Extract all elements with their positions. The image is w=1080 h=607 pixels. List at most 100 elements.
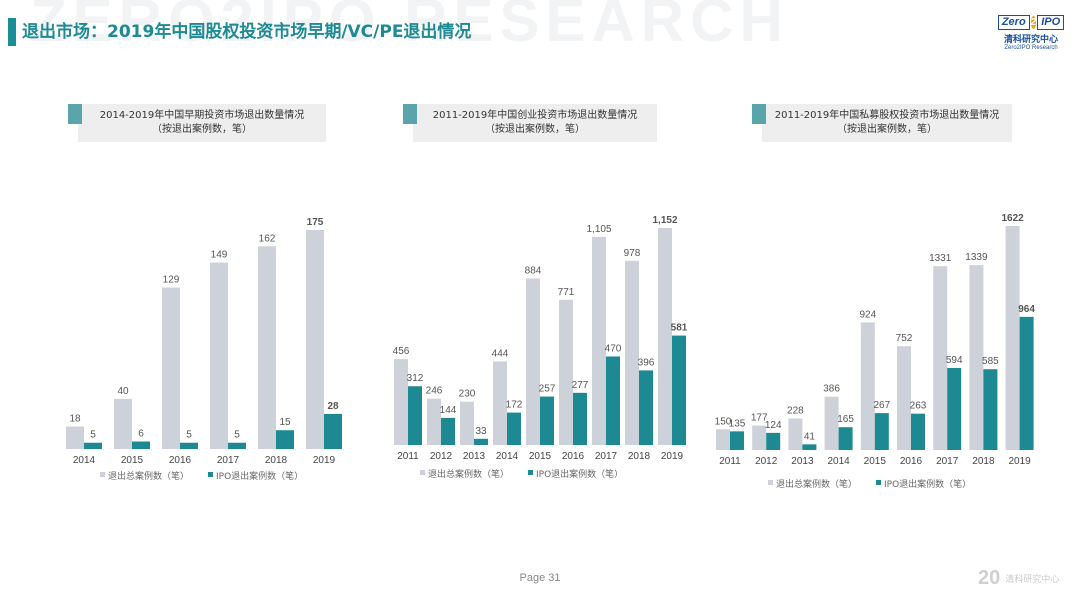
label-total-2013: 230	[459, 389, 476, 400]
label-ipo-2014: 5	[90, 430, 96, 441]
tick-2017: 2017	[936, 456, 959, 467]
tick-2019: 2019	[1008, 456, 1031, 467]
tick-2014: 2014	[827, 456, 850, 467]
bar-total-2016	[559, 299, 573, 445]
tick-2019: 2019	[661, 451, 684, 462]
label-ipo-2012: 144	[440, 405, 457, 416]
label-ipo-2015: 267	[873, 400, 890, 411]
footer-logo-mark: 20	[978, 567, 1001, 589]
legend-label-total: 退出总案例数（笔）	[428, 468, 509, 480]
bar-ipo-2017	[228, 442, 246, 449]
bar-ipo-2014	[507, 412, 521, 445]
label-ipo-2017: 594	[946, 355, 963, 366]
label-ipo-2011: 135	[729, 418, 746, 429]
bar-total-2015	[114, 398, 132, 449]
tick-2011: 2011	[397, 451, 419, 462]
bar-ipo-2011	[730, 431, 744, 450]
label-ipo-2013: 33	[475, 426, 487, 437]
label-ipo-2012: 124	[765, 420, 782, 431]
label-ipo-2016: 277	[572, 380, 589, 391]
tick-2014: 2014	[496, 451, 519, 462]
legend-swatch-ipo	[528, 470, 533, 475]
bar-total-2015	[860, 322, 875, 450]
label-total-2016: 129	[163, 275, 180, 286]
bar-ipo-2019	[324, 413, 342, 449]
label-total-2014: 18	[69, 413, 81, 424]
legend-label-ipo: IPO退出案例数（笔）	[216, 470, 303, 482]
label-total-2017: 1331	[929, 253, 952, 264]
legend-swatch-total	[100, 472, 105, 477]
label-total-2016: 752	[896, 333, 913, 344]
bar-total-2011	[716, 429, 730, 450]
label-ipo-2018: 15	[279, 417, 291, 428]
bar-ipo-2015	[132, 441, 150, 449]
chart2-vc-exits: 456 312 2011 246 144 2012 230 33 2013 444 172 2014 8…	[393, 215, 688, 480]
tick-2017: 2017	[217, 455, 240, 466]
bar-total-2014	[66, 426, 84, 449]
label-total-2014: 444	[492, 348, 509, 359]
background-watermark: ZERO2IPO RESEARCH	[30, 0, 789, 54]
label-total-2018: 1339	[965, 252, 988, 263]
tick-2015: 2015	[864, 456, 887, 467]
label-total-2011: 456	[393, 346, 410, 357]
bar-ipo-2018	[983, 369, 998, 450]
bar-total-2011	[394, 359, 408, 445]
label-ipo-2016: 5	[186, 430, 192, 441]
label-total-2016: 771	[558, 287, 575, 298]
label-ipo-2019: 28	[327, 401, 339, 412]
tick-2015: 2015	[121, 455, 144, 466]
label-total-2011: 150	[715, 416, 732, 427]
label-ipo-2017: 470	[605, 343, 622, 354]
bar-total-2013	[460, 401, 474, 445]
label-total-2017: 1,105	[586, 224, 611, 235]
bar-ipo-2016	[911, 413, 925, 450]
bar-total-2017	[933, 266, 948, 450]
label-total-2012: 177	[751, 413, 768, 424]
label-total-2018: 162	[259, 233, 276, 244]
bar-total-2012	[427, 398, 441, 445]
label-total-2017: 149	[211, 250, 228, 261]
bar-total-2019	[306, 230, 324, 449]
tick-2016: 2016	[900, 456, 923, 467]
chart1-title-marker	[68, 104, 82, 124]
label-total-2015: 884	[525, 265, 542, 276]
label-ipo-2013: 41	[804, 431, 816, 442]
tick-2012: 2012	[755, 456, 778, 467]
label-total-2015: 924	[859, 309, 876, 320]
label-total-2014: 386	[823, 384, 840, 395]
tick-2013: 2013	[791, 456, 814, 467]
legend-swatch-total	[768, 480, 773, 485]
chart1-title-box: 2014-2019年中国早期投资市场退出数量情况 （按退出案例数，笔）	[68, 104, 326, 142]
bar-ipo-2015	[874, 413, 889, 450]
legend-label-total: 退出总案例数（笔）	[108, 470, 189, 482]
bar-ipo-2015	[540, 396, 554, 445]
label-total-2019: 1622	[1001, 213, 1024, 224]
bar-total-2016	[162, 287, 180, 449]
logo-mark-left: Zero	[997, 14, 1030, 30]
chart1-early-stage-exits: 18 5 2014 40 6 2015 129 5 2016 149 5 2017 162 15 2018 1…	[66, 217, 342, 482]
label-ipo-2019: 964	[1018, 304, 1035, 315]
bar-total-2015	[526, 278, 540, 445]
tick-2018: 2018	[972, 456, 995, 467]
bar-ipo-2012	[441, 417, 455, 445]
tick-2014: 2014	[73, 455, 96, 466]
tick-2017: 2017	[595, 451, 618, 462]
legend-swatch-total	[420, 470, 425, 475]
label-ipo-2019: 581	[671, 323, 688, 334]
tick-2016: 2016	[169, 455, 192, 466]
label-ipo-2018: 396	[638, 357, 655, 368]
chart3-title-marker	[752, 104, 766, 124]
chart3-title-box: 2011-2019年中国私募股权投资市场退出数量情况 （按退出案例数，笔）	[752, 104, 1012, 142]
bar-ipo-2011	[408, 386, 422, 445]
bar-ipo-2014	[838, 427, 853, 450]
label-total-2019: 1,152	[652, 215, 677, 226]
label-total-2013: 228	[787, 406, 804, 417]
label-ipo-2018: 585	[982, 356, 999, 367]
tick-2016: 2016	[562, 451, 585, 462]
chart3-title-line2: （按退出案例数，笔）	[837, 124, 937, 135]
label-ipo-2015: 6	[138, 428, 144, 439]
bar-total-2016	[897, 346, 911, 450]
bar-total-2018	[258, 246, 276, 449]
legend-swatch-ipo	[876, 480, 881, 485]
bar-total-2017	[210, 262, 228, 449]
